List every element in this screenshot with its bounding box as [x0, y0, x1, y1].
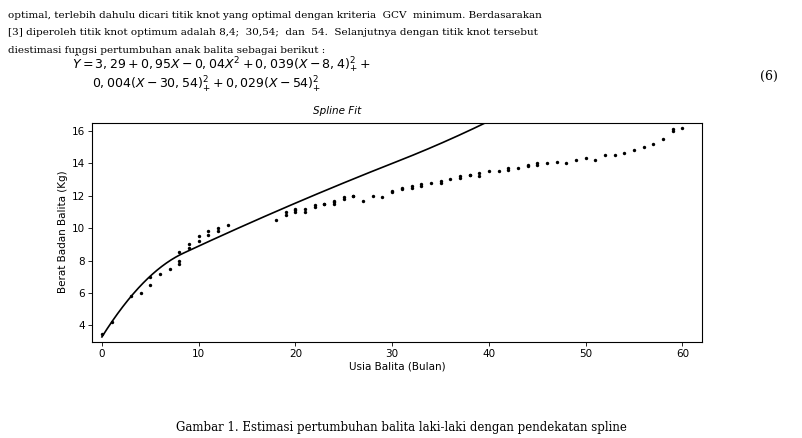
Point [144, 281, 156, 288]
Point [192, 237, 205, 244]
Point [569, 156, 582, 163]
Point [164, 265, 176, 272]
Point [395, 184, 408, 191]
Point [328, 198, 341, 205]
X-axis label: Usia Balita (Bulan): Usia Balita (Bulan) [349, 361, 445, 371]
Point [483, 168, 496, 175]
Text: optimal, terlebih dahulu dicari titik knot yang optimal dengan kriteria  GCV  mi: optimal, terlebih dahulu dicari titik kn… [8, 11, 542, 20]
Point [183, 241, 196, 248]
Point [124, 293, 137, 300]
Point [95, 330, 108, 337]
Point [657, 135, 670, 142]
Point [144, 273, 156, 280]
Point [318, 200, 331, 207]
Text: $\hat{Y}=3,29+0,95X-0,04X^{2}+0,039(X-8,4)^{2}_{+}+$: $\hat{Y}=3,29+0,95X-0,04X^{2}+0,039(X-8,… [72, 53, 371, 74]
Point [367, 192, 379, 199]
Point [269, 216, 282, 223]
Point [308, 204, 321, 211]
Point [502, 166, 515, 173]
Point [666, 127, 679, 134]
Point [502, 165, 515, 172]
Point [298, 208, 311, 215]
Point [347, 192, 360, 199]
Text: diestimasi fungsi pertumbuhan anak balita sebagai berikut :: diestimasi fungsi pertumbuhan anak balit… [8, 46, 326, 55]
Point [405, 184, 418, 191]
Point [521, 163, 534, 170]
Point [666, 126, 679, 133]
Point [647, 140, 660, 147]
Point [212, 225, 225, 232]
Point [444, 176, 456, 183]
Text: (6): (6) [760, 70, 778, 83]
Point [598, 152, 611, 159]
Point [289, 208, 302, 215]
Point [192, 233, 205, 240]
Point [279, 212, 292, 219]
Point [531, 161, 544, 168]
Text: Gambar 1. Estimasi pertumbuhan balita laki-laki dengan pendekatan spline: Gambar 1. Estimasi pertumbuhan balita la… [176, 420, 626, 434]
Point [541, 160, 553, 167]
Point [202, 231, 215, 238]
Point [560, 160, 573, 167]
Point [183, 244, 196, 251]
Point [531, 160, 544, 167]
Point [415, 181, 427, 188]
Text: [3] diperoleh titik knot optimum adalah 8,4;  30,54;  dan  54.  Selanjutnya deng: [3] diperoleh titik knot optimum adalah … [8, 28, 538, 38]
Text: $0,004(X-30,54)^{2}_{+}+0,029(X-54)^{2}_{+}$: $0,004(X-30,54)^{2}_{+}+0,029(X-54)^{2}_… [92, 75, 322, 95]
Point [173, 260, 186, 267]
Point [608, 152, 621, 159]
Point [328, 197, 341, 204]
Point [328, 200, 341, 207]
Point [376, 194, 389, 201]
Point [347, 192, 360, 199]
Point [318, 200, 331, 207]
Point [434, 177, 447, 184]
Point [638, 144, 650, 151]
Y-axis label: Berat Badan Balita (Kg): Berat Badan Balita (Kg) [58, 171, 68, 293]
Point [434, 179, 447, 186]
Point [105, 319, 118, 326]
Point [212, 228, 225, 235]
Point [463, 171, 476, 178]
Point [395, 186, 408, 193]
Point [173, 249, 186, 256]
Point [308, 202, 321, 209]
Point [279, 208, 292, 215]
Point [173, 257, 186, 264]
Point [589, 156, 602, 163]
Point [357, 197, 370, 204]
Point [289, 207, 302, 214]
Point [386, 187, 399, 194]
Text: Spline Fit: Spline Fit [313, 106, 361, 116]
Point [202, 228, 215, 235]
Point [405, 182, 418, 189]
Point [453, 174, 466, 181]
Point [463, 171, 476, 178]
Point [221, 221, 234, 228]
Point [473, 173, 486, 180]
Point [473, 170, 486, 177]
Point [628, 147, 641, 154]
Point [492, 168, 505, 175]
Point [424, 179, 437, 186]
Point [579, 155, 592, 162]
Point [521, 161, 534, 168]
Point [153, 270, 166, 277]
Point [550, 158, 563, 165]
Point [453, 173, 466, 180]
Point [298, 205, 311, 212]
Point [338, 195, 350, 202]
Point [512, 165, 525, 172]
Point [618, 150, 630, 157]
Point [415, 182, 427, 189]
Point [134, 290, 147, 297]
Point [289, 205, 302, 212]
Point [386, 189, 399, 196]
Point [676, 124, 689, 131]
Point [338, 194, 350, 201]
